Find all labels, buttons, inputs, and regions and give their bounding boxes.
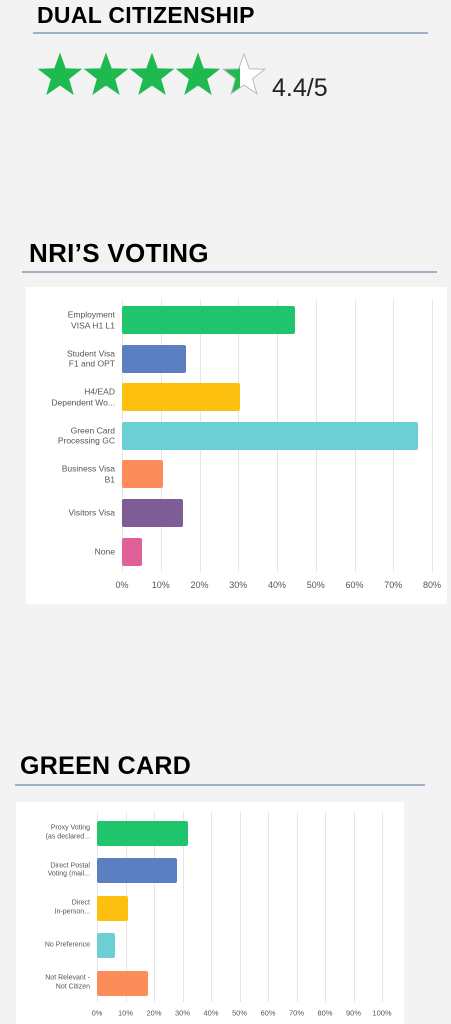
- x-tick-label: 10%: [151, 580, 170, 590]
- category-label: Business Visa B1: [61, 463, 115, 485]
- star: [38, 52, 83, 95]
- category-label: No Preference: [44, 941, 90, 949]
- x-tick-label: 70%: [288, 1008, 305, 1018]
- category-label: Direct Postal Voting (mail...: [47, 861, 90, 878]
- bar: [122, 306, 295, 334]
- divider: [33, 32, 428, 34]
- divider: [22, 271, 437, 273]
- x-tick-label: 90%: [345, 1008, 362, 1018]
- grid-line: [268, 812, 269, 1002]
- category-label: Employment VISA H1 L1: [67, 309, 115, 330]
- bar: [122, 383, 241, 412]
- section-heading: NRI’S VOTING: [29, 238, 209, 268]
- chart: 0% 10% 20% 30% 40% 50% 60% 70% 80% Employment VIS…: [26, 287, 447, 604]
- x-tick-label: 30%: [229, 580, 248, 590]
- divider: [15, 784, 425, 786]
- grid-line: [353, 812, 355, 1002]
- star: [83, 52, 129, 95]
- star: [175, 52, 221, 95]
- x-tick-label: 20%: [146, 1008, 162, 1018]
- x-tick-label: 30%: [174, 1008, 191, 1018]
- x-tick-label: 60%: [345, 580, 364, 590]
- bar: [97, 858, 177, 883]
- grid-line: [211, 812, 212, 1002]
- grid-line: [296, 812, 298, 1002]
- x-tick-label: 40%: [267, 580, 287, 590]
- star-rating: [38, 52, 267, 95]
- category-label: H4/EAD Dependent Wo...: [51, 386, 115, 408]
- x-tick-label: 80%: [422, 580, 442, 590]
- rating-score: 4.4/5: [272, 74, 328, 102]
- category-label: Student Visa F1 and OPT: [66, 347, 115, 369]
- bar: [122, 344, 186, 373]
- grid-line: [239, 812, 241, 1002]
- grid-line: [182, 812, 184, 1002]
- x-tick-label: 20%: [190, 580, 209, 590]
- category-label: None: [94, 546, 115, 557]
- grid-line: [432, 299, 433, 572]
- bar: [97, 933, 115, 958]
- star: [129, 52, 175, 95]
- x-tick-label: 50%: [306, 580, 325, 590]
- grid-line: [154, 812, 155, 1002]
- category-label: Not Relevant - Not Citizen: [45, 974, 90, 990]
- category-label: Visitors Visa: [68, 507, 115, 518]
- star: [221, 52, 267, 95]
- bar: [122, 421, 419, 450]
- x-tick-label: 100%: [372, 1008, 392, 1018]
- grid-line: [325, 812, 326, 1002]
- chart: 0% 10% 20% 30% 40% 50% 60% 70% 80% 90% 100% Proxy V…: [16, 802, 404, 1024]
- bar: [122, 499, 183, 527]
- bar: [122, 460, 164, 489]
- x-tick-label: 60%: [260, 1008, 276, 1018]
- bar: [97, 970, 148, 996]
- category-label: Proxy Voting (as declared...: [45, 824, 90, 840]
- x-tick-label: 40%: [203, 1008, 219, 1018]
- category-label: Green Card Processing GC: [57, 425, 115, 446]
- grid-line: [382, 812, 383, 1002]
- bar: [97, 820, 188, 846]
- category-label: Direct In-person...: [54, 899, 90, 915]
- x-tick-label: 80%: [317, 1008, 333, 1018]
- bar: [97, 895, 129, 921]
- x-tick-label: 70%: [384, 580, 403, 590]
- x-tick-label: 0%: [115, 580, 129, 590]
- section-heading: GREEN CARD: [20, 752, 192, 780]
- bar: [122, 537, 143, 566]
- x-tick-label: 10%: [117, 1008, 134, 1018]
- section-heading: DUAL CITIZENSHIP: [37, 2, 255, 28]
- x-tick-label: 0%: [91, 1008, 103, 1018]
- x-tick-label: 50%: [231, 1008, 248, 1018]
